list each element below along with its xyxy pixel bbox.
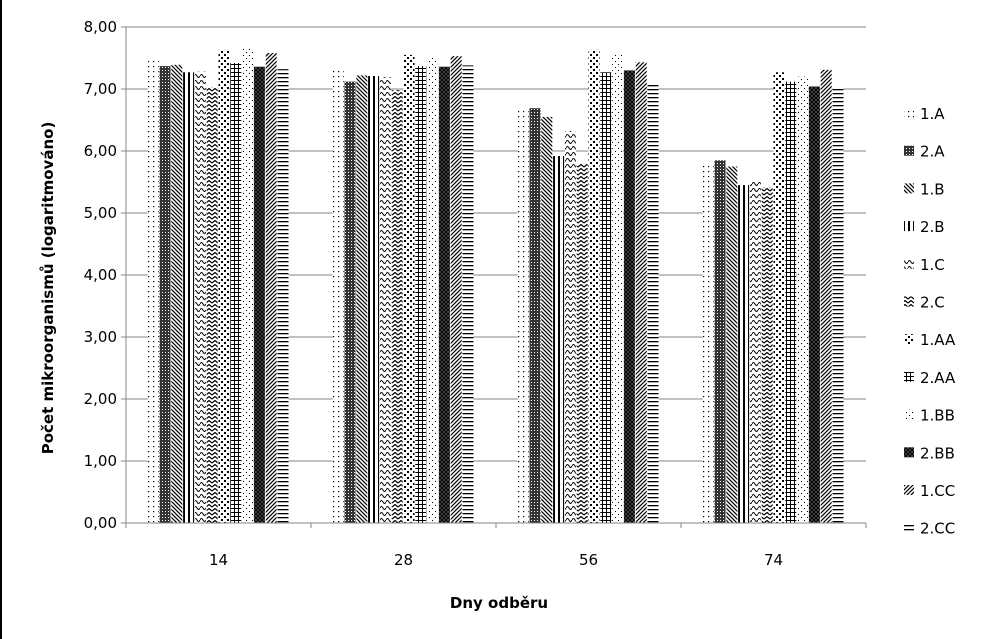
bar (576, 163, 588, 523)
bar (738, 185, 750, 523)
bar (206, 87, 218, 523)
y-tick-label: 3,00 (84, 328, 117, 346)
bar (230, 63, 242, 523)
bar (438, 66, 450, 523)
legend-label: 1.A (920, 105, 945, 123)
bar (332, 70, 344, 524)
bar (194, 71, 206, 523)
legend-swatch (904, 145, 914, 156)
y-tick-label: 6,00 (84, 142, 117, 160)
x-tick-label: 28 (394, 551, 413, 569)
bar (218, 49, 230, 524)
legend-swatch (904, 221, 914, 232)
bar (171, 64, 183, 524)
bar (588, 49, 600, 524)
bar (450, 56, 462, 523)
bar (379, 77, 391, 523)
bar (368, 76, 380, 523)
legend-label: 2.CC (920, 520, 955, 538)
legend-swatch (904, 108, 914, 118)
y-tick-label: 0,00 (84, 514, 117, 532)
bar (356, 75, 368, 524)
bar (761, 187, 773, 523)
y-tick-label: 7,00 (84, 80, 117, 98)
bar (403, 54, 415, 524)
bar (344, 81, 356, 523)
bar (541, 116, 553, 524)
y-tick-label: 4,00 (84, 266, 117, 284)
x-axis-title: Dny odběru (450, 594, 548, 612)
bar (773, 72, 785, 524)
bar (600, 72, 612, 524)
bar (427, 58, 439, 523)
legend-swatch (904, 371, 914, 382)
legend-label: 1.B (920, 180, 945, 198)
legend-swatch (904, 258, 914, 269)
legend-swatch (904, 334, 914, 345)
bar (159, 66, 171, 523)
legend-label: 2.C (920, 294, 945, 312)
y-tick-label: 5,00 (84, 204, 117, 222)
axes: 0,00 1,00 2,00 3,00 4,00 5,00 6,00 7,00 8,00 14 28… (84, 18, 867, 569)
legend-label: 2.AA (920, 369, 956, 387)
bar (553, 156, 565, 523)
bar (635, 62, 647, 524)
bar (147, 61, 159, 523)
bar (726, 166, 738, 523)
bar (612, 53, 624, 523)
legend: 1.A 2.A 1.B 2.B 1.C 2.C 1.AA 2.AA 1.BB 2.BB 1.CC 2.… (904, 105, 956, 538)
x-tick-label: 74 (764, 551, 783, 569)
legend-label: 2.A (920, 143, 945, 161)
bar (702, 163, 714, 523)
legend-swatch (904, 485, 914, 495)
legend-swatch (904, 296, 914, 307)
y-tick-label: 1,00 (84, 452, 117, 470)
legend-label: 1.AA (920, 331, 956, 349)
bar (797, 76, 809, 523)
legend-swatch (904, 409, 914, 420)
bar (647, 84, 659, 523)
x-tick-label: 14 (209, 551, 228, 569)
bar (253, 66, 265, 523)
legend-swatch (904, 522, 914, 533)
legend-label: 2.B (920, 218, 945, 236)
legend-label: 2.BB (920, 444, 955, 462)
legend-label: 1.BB (920, 407, 955, 425)
x-tick-label: 56 (579, 551, 598, 569)
legend-label: 1.C (920, 256, 945, 274)
bar (832, 87, 844, 524)
bar (785, 81, 797, 523)
bar (415, 66, 427, 523)
bar (462, 65, 474, 524)
bar (808, 86, 820, 523)
bar (277, 69, 289, 523)
legend-swatch (904, 183, 914, 194)
bar (623, 70, 635, 524)
bars (147, 48, 844, 524)
y-axis-title: Počet mikroorganismů (logaritmováno) (39, 122, 57, 455)
bar (820, 69, 832, 524)
bar (183, 72, 195, 524)
bar (749, 182, 761, 523)
bar (391, 90, 403, 523)
bar (265, 53, 277, 523)
bar (529, 108, 541, 523)
legend-swatch (904, 447, 914, 458)
bar (714, 160, 726, 524)
y-tick-label: 2,00 (84, 390, 117, 408)
bar (517, 107, 529, 523)
legend-label: 1.CC (920, 482, 955, 500)
bar (242, 48, 254, 523)
y-tick-label: 8,00 (84, 18, 117, 36)
bar (564, 131, 576, 523)
